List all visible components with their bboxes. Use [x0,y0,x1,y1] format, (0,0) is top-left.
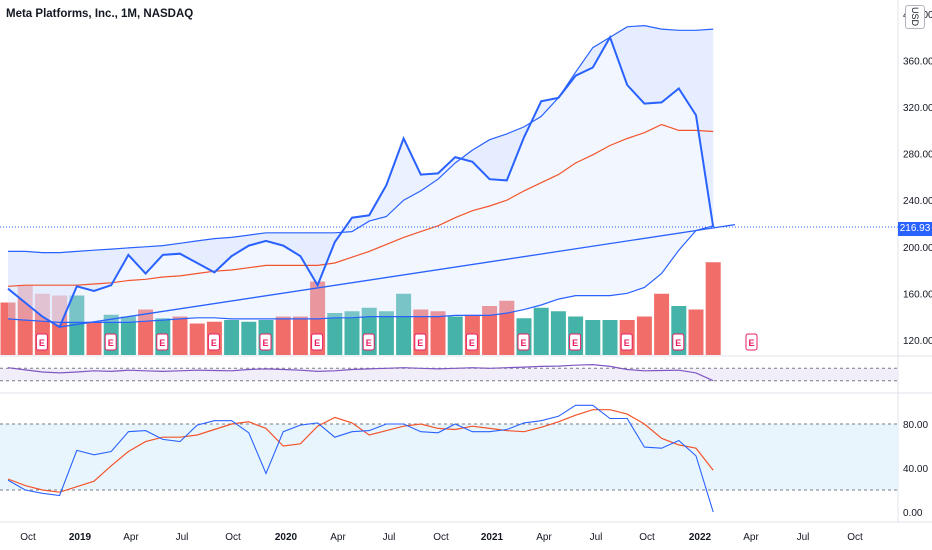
earnings-marker-label: E [366,338,372,348]
price-axis-tick-label: 160.00 [903,289,932,300]
earnings-marker [311,333,324,351]
volume-bar [327,313,343,355]
volume-bar [275,316,291,355]
price-axis-tick-label: 280.00 [903,150,932,161]
earnings-marker [259,333,272,351]
volume-bar [0,302,16,355]
volume-bar [224,320,240,355]
time-axis-tick-label: 2022 [689,532,712,543]
earnings-marker [207,333,220,351]
lower-band-line [7,225,714,323]
stochastic-axis-tick-label: 40.00 [903,464,928,475]
volume-bar [636,316,652,355]
price-axis-tick-label: 320.00 [903,103,932,114]
volume-bar [378,311,394,355]
volume-bar [120,316,136,355]
time-axis-tick-label: 2021 [481,532,504,543]
time-axis-tick-label: Jul [176,532,189,543]
volume-bar [533,307,549,355]
earnings-marker-label: E [211,338,217,348]
earnings-marker [156,333,169,351]
earnings-marker-label: E [520,338,526,348]
time-axis-tick-label: Apr [330,532,346,543]
volume-bar [86,321,102,355]
stochastic-d-line [7,409,714,493]
earnings-marker [569,333,582,351]
volume-bar [241,321,257,355]
earnings-marker [35,333,48,351]
moving-average-line [7,123,714,287]
earnings-marker [465,333,478,351]
volume-bar [172,316,188,355]
time-axis-tick-label: Oct [847,532,863,543]
volume-bar [430,311,446,355]
stochastic-band [0,424,898,490]
earnings-marker [745,333,758,351]
stochastic-axis-tick-label: 80.00 [903,420,928,431]
earnings-marker-label: E [159,338,165,348]
time-axis-tick-label: Oct [433,532,449,543]
price-band-fill [8,25,714,328]
earnings-marker [672,333,685,351]
volume-bar [550,311,566,355]
chart-title: Meta Platforms, Inc., 1M, NASDAQ [6,8,194,20]
earnings-marker [362,333,375,351]
volume-bar [585,320,601,355]
oscillator-band [0,368,898,381]
time-axis-tick-label: Apr [123,532,139,543]
last-price-tag: 216.93 [898,222,932,236]
currency-badge[interactable]: USD [905,5,925,29]
volume-bar [499,300,515,355]
volume-bar [69,295,85,355]
volume-bar [447,316,463,355]
time-axis-tick-label: Apr [743,532,759,543]
volume-bar [688,309,704,355]
oscillator-line [7,363,714,382]
earnings-marker-label: E [39,338,45,348]
earnings-marker-label: E [572,338,578,348]
price-axis-tick-label: 240.00 [903,196,932,207]
time-axis-tick-label: Oct [639,532,655,543]
volume-bar [396,293,412,355]
volume-bar [705,262,721,355]
earnings-marker-label: E [314,338,320,348]
time-axis-tick-label: Oct [225,532,241,543]
earnings-marker-label: E [262,338,268,348]
time-axis-tick-label: Apr [536,532,552,543]
time-axis-tick-label: 2019 [69,532,92,543]
earnings-marker-label: E [675,338,681,348]
trendline [59,223,736,328]
earnings-marker-label: E [417,338,423,348]
earnings-marker-label: E [469,338,475,348]
price-axis-tick-label: 200.00 [903,243,932,254]
price-line [7,34,715,329]
volume-bar [292,316,308,355]
price-axis-tick-label: 360.00 [903,57,932,68]
volume-bar [602,320,618,355]
volume-bar [654,293,670,355]
volume-bar [344,311,360,355]
earnings-marker [414,333,427,351]
volume-bar [189,323,205,355]
price-axis-tick-label: 120.00 [903,336,932,347]
earnings-marker-label: E [748,338,754,348]
earnings-marker [517,333,530,351]
upper-band-line [8,24,714,254]
volume-bar [482,306,498,355]
time-axis-tick-label: Oct [20,532,36,543]
earnings-marker [104,333,117,351]
earnings-marker-label: E [624,338,630,348]
earnings-marker [620,333,633,351]
stochastic-k-line [7,404,714,513]
time-axis-tick-label: Jul [797,532,810,543]
stochastic-axis-tick-label: 0.00 [903,508,923,519]
time-axis-tick-label: 2020 [275,532,298,543]
time-axis-tick-label: Jul [383,532,396,543]
earnings-marker-label: E [108,338,114,348]
time-axis-tick-label: Jul [590,532,603,543]
